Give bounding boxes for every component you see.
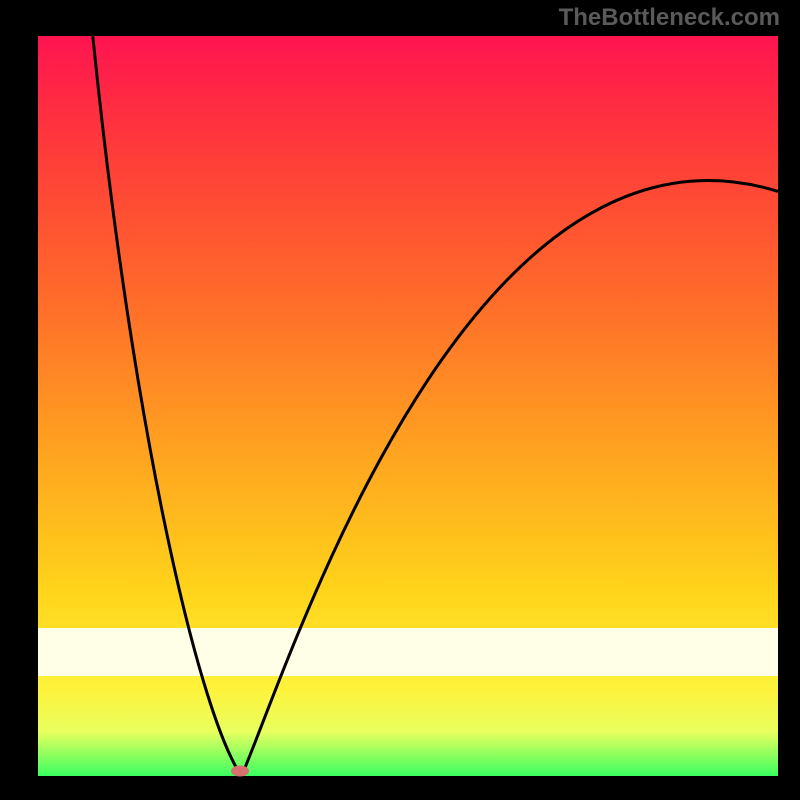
bottleneck-curve [93,36,778,776]
valley-marker [231,765,249,776]
curve-svg [0,0,800,800]
watermark-text: TheBottleneck.com [559,4,780,32]
